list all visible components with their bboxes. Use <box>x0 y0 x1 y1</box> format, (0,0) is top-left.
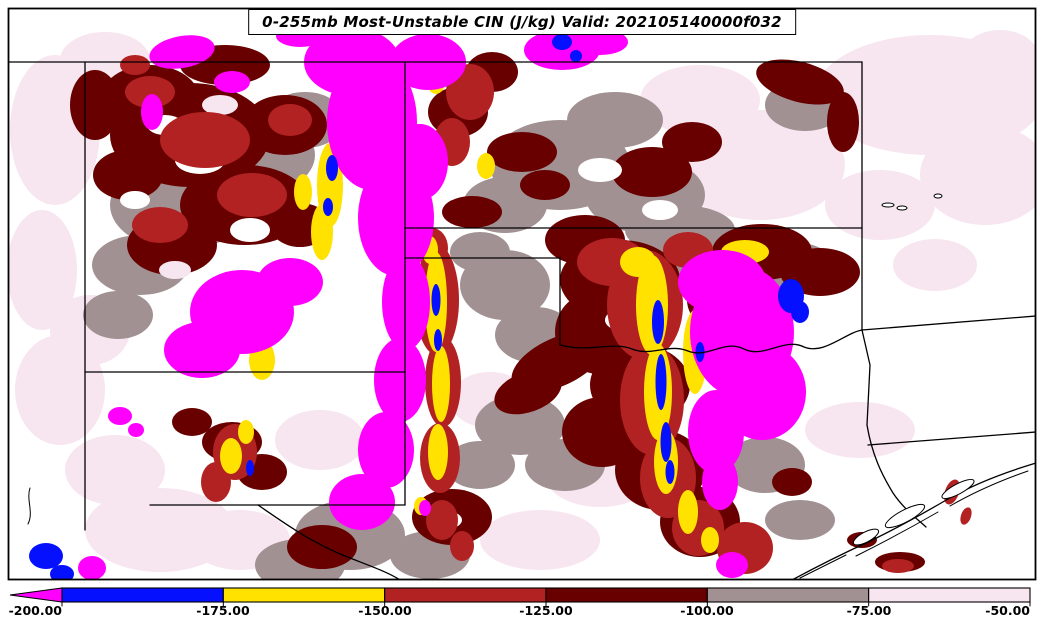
colorbar-tick-label: -150.00 <box>358 603 412 618</box>
map-title-box: 0-255mb Most-Unstable CIN (J/kg) Valid: … <box>248 9 796 35</box>
colorbar-tick-marks <box>61 601 1031 607</box>
colorbar-tick-label: -125.00 <box>519 603 573 618</box>
border-red-river-ok-tx <box>559 329 863 354</box>
lake-3 <box>933 193 943 199</box>
colorbar-tick-label: -100.00 <box>680 603 734 618</box>
border-ar-la <box>867 431 1035 446</box>
colorbar-tick-label: -75.00 <box>846 603 892 618</box>
map-title: 0-255mb Most-Unstable CIN (J/kg) Valid: … <box>262 13 782 31</box>
contour-layer-blue <box>29 34 809 579</box>
colorbar-segment-yellow <box>222 587 386 603</box>
lake-2 <box>896 205 908 211</box>
colorbar-segment-red <box>384 587 547 603</box>
coastal-bay-1 <box>884 503 926 529</box>
border-mo-ar <box>861 315 1035 331</box>
coastline <box>792 193 1035 579</box>
border-west-squiggle <box>27 487 31 525</box>
colorbar-tick-label: -200.00 <box>8 603 62 618</box>
colorbar <box>9 587 1031 607</box>
colorbar-segment-blue <box>61 587 224 603</box>
colorbar-segment-pale-pink <box>868 587 1031 603</box>
barrier-island-3 <box>799 554 847 579</box>
barrier-island-2 <box>949 470 1029 507</box>
map-frame <box>7 7 1037 581</box>
coastal-bay-2 <box>941 478 975 500</box>
colorbar-segment-maroon <box>545 587 708 603</box>
colorbar-tick-label: -175.00 <box>196 603 250 618</box>
border-rio-grande <box>257 504 400 579</box>
colorbar-tick-label: -50.00 <box>985 603 1030 618</box>
state-borders <box>9 61 1035 579</box>
barrier-island-1 <box>855 511 939 557</box>
colorbar-segment-taupe <box>706 587 870 603</box>
lake-1 <box>881 202 895 208</box>
colorbar-arrow-below-200 <box>9 587 63 603</box>
coastal-bay-3 <box>852 528 880 546</box>
